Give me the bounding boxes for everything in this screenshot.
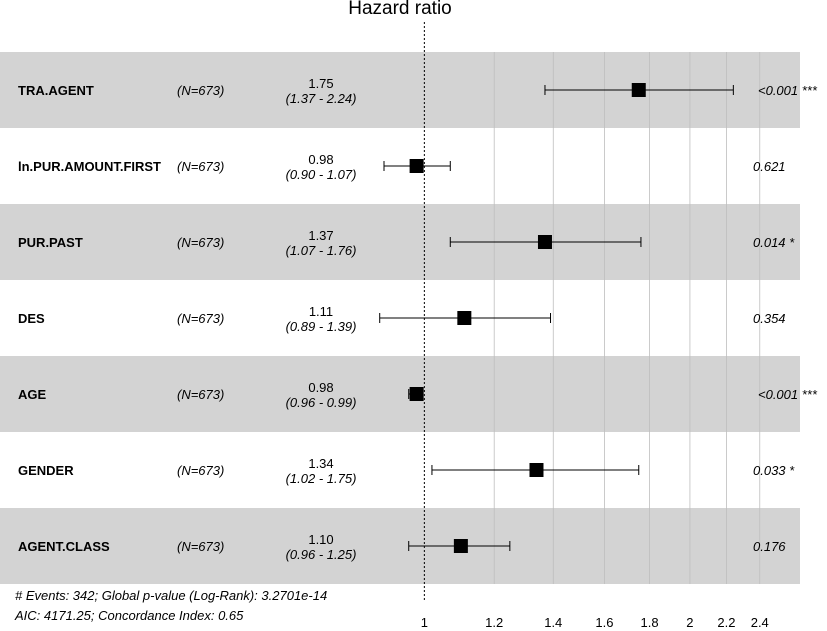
hr-label: 1.75 xyxy=(308,76,333,91)
forest-row: GENDER (N=673) 1.34(1.02 - 1.75) 0.033 * xyxy=(18,456,795,486)
hr-label: 0.98 xyxy=(308,152,333,167)
ci-label: (1.37 - 2.24) xyxy=(286,91,357,106)
hr-point xyxy=(457,311,472,325)
forest-rows: TRA.AGENT (N=673) 1.75(1.37 - 2.24) <0.001 … xyxy=(18,76,818,562)
p-value-label: <0.001 *** xyxy=(758,387,818,402)
x-tick-label: 2 xyxy=(686,615,693,630)
p-value-label: 0.033 * xyxy=(753,463,795,478)
variable-label: AGE xyxy=(18,387,47,402)
hr-point xyxy=(631,83,646,97)
x-tick-label: 1 xyxy=(421,615,428,630)
footnote-aic: AIC: 4171.25; Concordance Index: 0.65 xyxy=(14,608,244,623)
x-tick-label: 1.8 xyxy=(641,615,659,630)
hr-label: 1.37 xyxy=(308,228,333,243)
hr-point xyxy=(453,539,468,553)
p-value-label: 0.621 xyxy=(753,159,786,174)
ci-label: (0.90 - 1.07) xyxy=(286,167,357,182)
variable-label: DES xyxy=(18,311,45,326)
x-tick-label: 1.2 xyxy=(485,615,503,630)
ci-label: (0.96 - 1.25) xyxy=(286,547,357,562)
variable-label: PUR.PAST xyxy=(18,235,83,250)
n-label: (N=673) xyxy=(177,311,224,326)
row-bands xyxy=(0,52,800,584)
hr-point xyxy=(529,463,544,477)
hr-point xyxy=(409,159,424,173)
p-value-label: <0.001 *** xyxy=(758,83,818,98)
n-label: (N=673) xyxy=(177,159,224,174)
row-band xyxy=(0,356,800,432)
variable-label: ln.PUR.AMOUNT.FIRST xyxy=(18,159,161,174)
forest-row: PUR.PAST (N=673) 1.37(1.07 - 1.76) 0.014 * xyxy=(18,228,795,258)
chart-title: Hazard ratio xyxy=(348,0,452,19)
ci-label: (1.07 - 1.76) xyxy=(286,243,357,258)
p-value-label: 0.014 * xyxy=(753,235,795,250)
forest-row: DES (N=673) 1.11(0.89 - 1.39) 0.354 xyxy=(18,304,786,334)
forest-row: AGE (N=673) 0.98(0.96 - 0.99) <0.001 *** xyxy=(18,380,818,410)
forest-row: AGENT.CLASS (N=673) 1.10(0.96 - 1.25) 0.176 xyxy=(18,532,786,562)
x-tick-label: 2.2 xyxy=(717,615,735,630)
x-tick-label: 2.4 xyxy=(751,615,769,630)
forest-row: TRA.AGENT (N=673) 1.75(1.37 - 2.24) <0.001 … xyxy=(18,76,818,106)
footnote-events: # Events: 342; Global p-value (Log-Rank)… xyxy=(15,588,327,603)
variable-label: TRA.AGENT xyxy=(18,83,94,98)
n-label: (N=673) xyxy=(177,235,224,250)
hr-point xyxy=(537,235,552,249)
n-label: (N=673) xyxy=(177,83,224,98)
ci-label: (1.02 - 1.75) xyxy=(286,471,357,486)
n-label: (N=673) xyxy=(177,539,224,554)
x-axis-ticks: 1 1.2 1.4 1.6 1.8 2 2.2 2.4 xyxy=(421,615,769,630)
variable-label: GENDER xyxy=(18,463,74,478)
hr-label: 1.11 xyxy=(309,304,333,319)
p-value-label: 0.354 xyxy=(753,311,786,326)
x-tick-label: 1.4 xyxy=(544,615,562,630)
n-label: (N=673) xyxy=(177,463,224,478)
ci-label: (0.96 - 0.99) xyxy=(286,395,357,410)
forest-row: ln.PUR.AMOUNT.FIRST (N=673) 0.98(0.90 - 1.… xyxy=(18,152,786,182)
row-band xyxy=(0,204,800,280)
x-tick-label: 1.6 xyxy=(595,615,613,630)
n-label: (N=673) xyxy=(177,387,224,402)
hr-label: 0.98 xyxy=(308,380,333,395)
hr-label: 1.10 xyxy=(308,532,333,547)
variable-label: AGENT.CLASS xyxy=(18,539,110,554)
hr-label: 1.34 xyxy=(308,456,333,471)
row-band xyxy=(0,508,800,584)
hr-point xyxy=(409,387,424,401)
p-value-label: 0.176 xyxy=(753,539,786,554)
ci-label: (0.89 - 1.39) xyxy=(286,319,357,334)
